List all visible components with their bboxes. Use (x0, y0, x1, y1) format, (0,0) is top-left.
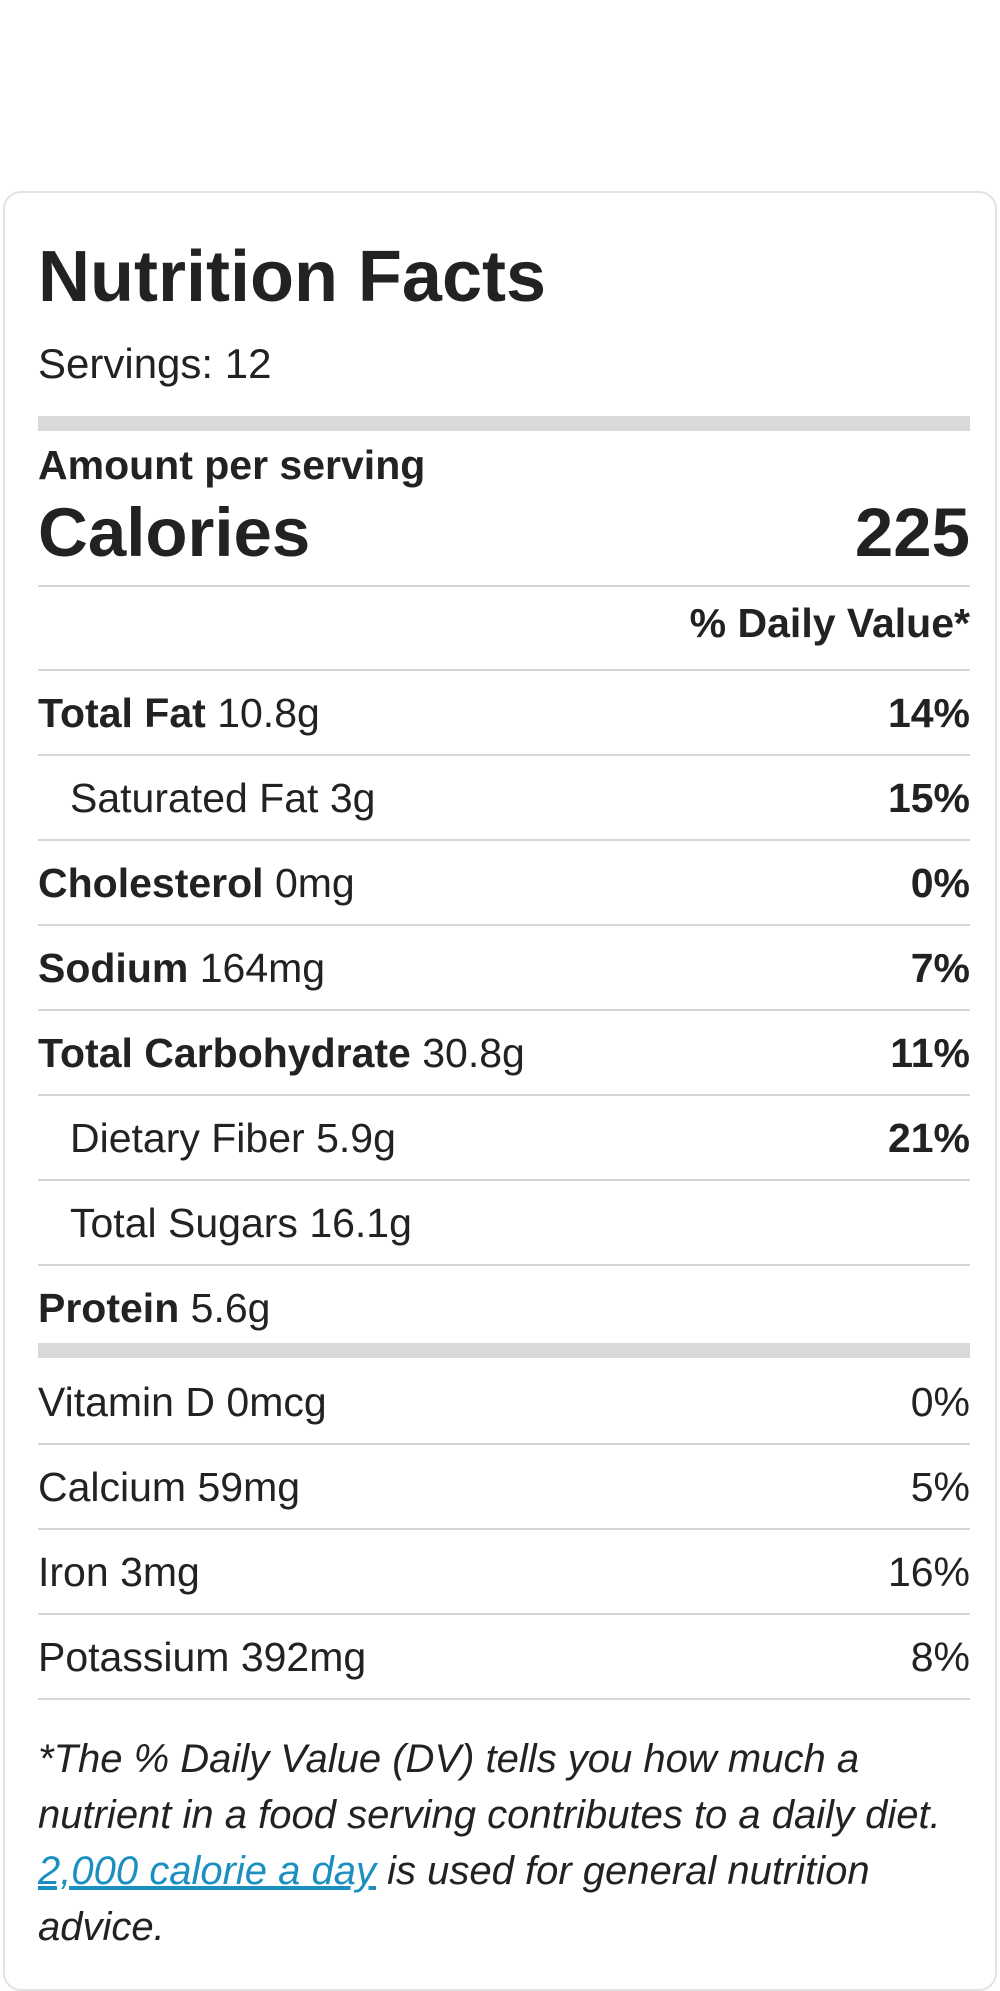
vitamin-amount: 392mg (240, 1634, 367, 1680)
thick-divider-top (38, 416, 970, 431)
nutrient-row-total-sugars: Total Sugars 16.1g (38, 1181, 970, 1265)
nutrient-row-protein: Protein 5.6g (38, 1266, 970, 1350)
divider (38, 754, 970, 756)
nutrient-amount: 16.1g (309, 1200, 412, 1246)
nutrient-dv: 11% (890, 1030, 970, 1076)
divider (38, 1698, 970, 1700)
vitamin-row-calcium: Calcium 59mg 5% (38, 1445, 970, 1529)
label-title: Nutrition Facts (38, 237, 547, 317)
nutrient-amount: 0mg (274, 860, 355, 906)
nutrient-name: Cholesterol (38, 860, 264, 906)
vitamin-amount: 3mg (120, 1549, 200, 1595)
nutrient-row-saturated-fat: Saturated Fat 3g 15% (38, 756, 970, 840)
nutrient-row-sodium: Sodium 164mg 7% (38, 926, 970, 1010)
divider (38, 1179, 970, 1181)
calories-value: 225 (854, 494, 970, 571)
nutrition-label-panel: Nutrition Facts Servings: 12 Amount per … (3, 191, 997, 1991)
servings-text: Servings: 12 (38, 340, 272, 387)
vitamin-name: Vitamin D (38, 1379, 215, 1425)
divider (38, 585, 970, 587)
nutrient-name: Total Fat (38, 690, 206, 736)
nutrient-name: Total Sugars (70, 1200, 298, 1246)
nutrient-row-cholesterol: Cholesterol 0mg 0% (38, 841, 970, 925)
divider (38, 669, 970, 671)
vitamin-row-potassium: Potassium 392mg 8% (38, 1615, 970, 1699)
nutrient-name: Sodium (38, 945, 189, 991)
nutrient-dv: 7% (910, 945, 970, 991)
nutrient-amount: 3g (329, 775, 376, 821)
divider (38, 1009, 970, 1011)
vitamin-name: Potassium (38, 1634, 230, 1680)
nutrient-row-dietary-fiber: Dietary Fiber 5.9g 21% (38, 1096, 970, 1180)
thick-divider-vitamins (38, 1343, 970, 1358)
nutrient-amount: 30.8g (422, 1030, 525, 1076)
nutrient-row-total-fat: Total Fat 10.8g 14% (38, 671, 970, 755)
vitamin-name: Calcium (38, 1464, 187, 1510)
footnote-text-end: is used for general nutrition advice. (38, 1849, 870, 1949)
nutrient-dv: 14% (887, 690, 970, 736)
nutrient-dv: 0% (910, 860, 970, 906)
nutrient-dv: 21% (887, 1115, 970, 1161)
divider (38, 924, 970, 926)
divider (38, 1264, 970, 1266)
divider (38, 1443, 970, 1445)
amount-per-serving: Amount per serving (38, 442, 426, 488)
nutrient-amount: 5.9g (316, 1115, 396, 1161)
daily-value-footnote: *The % Daily Value (DV) tells you how mu… (38, 1731, 988, 1955)
vitamin-dv: 5% (910, 1464, 970, 1510)
divider (38, 839, 970, 841)
vitamin-dv: 8% (910, 1634, 970, 1680)
nutrient-amount: 5.6g (190, 1285, 271, 1331)
vitamin-name: Iron (38, 1549, 109, 1595)
calories-row: Calories 225 (38, 498, 970, 578)
divider (38, 1094, 970, 1096)
nutrient-name: Saturated Fat (70, 775, 319, 821)
calorie-guide-link[interactable]: 2,000 calorie a day (38, 1849, 377, 1893)
vitamin-amount: 59mg (197, 1464, 301, 1510)
daily-value-header: % Daily Value* (689, 600, 970, 646)
nutrient-dv: 15% (887, 775, 970, 821)
nutrient-amount: 164mg (199, 945, 326, 991)
vitamin-row-vitamin-d: Vitamin D 0mcg 0% (38, 1360, 970, 1444)
nutrient-name: Total Carbohydrate (38, 1030, 411, 1076)
nutrient-amount: 10.8g (217, 690, 320, 736)
divider (38, 1528, 970, 1530)
vitamin-dv: 16% (887, 1549, 970, 1595)
nutrient-name: Dietary Fiber (70, 1115, 305, 1161)
divider (38, 1613, 970, 1615)
footnote-text-start: *The % Daily Value (DV) tells you how mu… (38, 1737, 941, 1837)
nutrient-row-total-carbohydrate: Total Carbohydrate 30.8g 11% (38, 1011, 970, 1095)
vitamin-amount: 0mcg (226, 1379, 327, 1425)
vitamin-dv: 0% (910, 1379, 970, 1425)
vitamin-row-iron: Iron 3mg 16% (38, 1530, 970, 1614)
nutrient-name: Protein (38, 1285, 180, 1331)
calories-label: Calories (38, 494, 311, 571)
